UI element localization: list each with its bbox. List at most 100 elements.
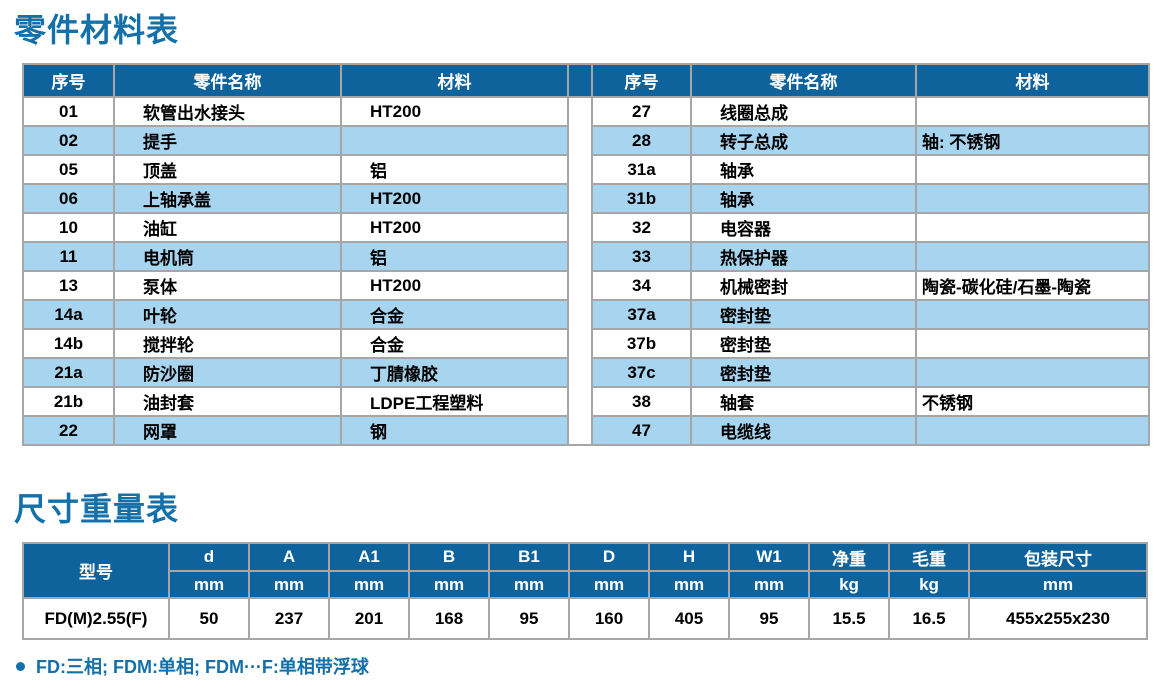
dim-value: 201 [328,597,410,640]
parts-table-row: 06 上轴承盖 HT200 31b 轴承 [22,183,1150,214]
parts-table-row: 13 泵体 HT200 34 机械密封 陶瓷-碳化硅/石墨-陶瓷 [22,270,1150,301]
parts-material-table: 序号 零件名称 材料 序号 零件名称 材料 01 软管出水接头 HT200 27 线圈总… [22,63,1150,446]
dim-value: 160 [568,597,650,640]
part-number: 33 [591,241,692,272]
part-material [915,183,1150,214]
part-material: 不锈钢 [915,386,1150,417]
dim-value: 95 [728,597,810,640]
parts-table-row: 02 提手 28 转子总成 轴: 不锈钢 [22,125,1150,156]
dim-column-unit: mm [728,570,810,599]
part-number: 05 [22,154,115,185]
dims-data-row: FD(M)2.55(F) 50 237 201 168 95 160 405 95 15.5 16… [22,597,1148,640]
part-name: 防沙圈 [113,357,342,388]
dim-value: 50 [168,597,250,640]
part-name: 油缸 [113,212,342,243]
dim-column-unit: mm [968,570,1148,599]
dim-column-label: B1 [488,542,570,572]
part-material: 丁腈橡胶 [340,357,569,388]
gap-column-header [567,63,593,98]
dim-column-label: 包装尺寸 [968,542,1148,572]
part-name: 线圈总成 [690,96,917,127]
part-name: 热保护器 [690,241,917,272]
part-number: 06 [22,183,115,214]
part-number: 21b [22,386,115,417]
part-name: 电机筒 [113,241,342,272]
part-number: 10 [22,212,115,243]
part-material [915,96,1150,127]
part-number: 27 [591,96,692,127]
part-number: 47 [591,415,692,446]
parts-material-table-title: 零件材料表 [14,12,180,48]
dim-column-unit: kg [808,570,890,599]
part-material: 轴: 不锈钢 [915,125,1150,156]
dim-value: 237 [248,597,330,640]
part-name: 轴承 [690,183,917,214]
part-name: 网罩 [113,415,342,446]
dim-value: 15.5 [808,597,890,640]
dim-column-unit: mm [248,570,330,599]
part-number: 14a [22,299,115,330]
dim-column-label: D [568,542,650,572]
part-material [915,357,1150,388]
table-gap-spacer [567,96,593,446]
dim-column-unit: mm [408,570,490,599]
part-material [915,328,1150,359]
dim-column-unit: kg [888,570,970,599]
part-number: 38 [591,386,692,417]
part-material [340,125,569,156]
part-material: HT200 [340,270,569,301]
part-name: 密封垫 [690,299,917,330]
part-material [915,154,1150,185]
dim-value: 16.5 [888,597,970,640]
dim-column-label: A1 [328,542,410,572]
header-serial-left: 序号 [22,63,115,98]
dimensions-weight-table: 型号 d A A1 B B1 D H W1 净重 毛重 包装尺寸 mm mm mm mm mm mm mm mm k… [22,542,1148,640]
part-name: 软管出水接头 [113,96,342,127]
part-number: 28 [591,125,692,156]
part-name: 转子总成 [690,125,917,156]
dim-column-unit: mm [168,570,250,599]
part-number: 13 [22,270,115,301]
parts-table-row: 21a 防沙圈 丁腈橡胶 37c 密封垫 [22,357,1150,388]
part-material: 合金 [340,299,569,330]
parts-table-row: 05 顶盖铝 31a 轴承 [22,154,1150,185]
part-name: 轴承 [690,154,917,185]
parts-table-row: 10 油缸 HT200 32 电容器 [22,212,1150,243]
dim-column-label: 毛重 [888,542,970,572]
part-name: 密封垫 [690,357,917,388]
part-number: 31a [591,154,692,185]
part-material [915,212,1150,243]
part-number: 02 [22,125,115,156]
part-material: 陶瓷-碳化硅/石墨-陶瓷 [915,270,1150,301]
part-material: 合金 [340,328,569,359]
part-material: HT200 [340,96,569,127]
part-material: 铝 [340,154,569,185]
parts-table-header-row: 序号 零件名称 材料 序号 零件名称 材料 [22,63,1150,98]
part-name: 电缆线 [690,415,917,446]
model-cell: FD(M)2.55(F) [22,597,170,640]
header-material-right: 材料 [915,63,1150,98]
dim-column-unit: mm [328,570,410,599]
part-number: 22 [22,415,115,446]
part-number: 01 [22,96,115,127]
part-name: 上轴承盖 [113,183,342,214]
part-number: 32 [591,212,692,243]
part-number: 34 [591,270,692,301]
part-name: 密封垫 [690,328,917,359]
part-number: 37c [591,357,692,388]
dimensions-weight-table-title: 尺寸重量表 [14,491,180,527]
parts-table-row: 14a 叶轮 合金 37a 密封垫 [22,299,1150,330]
part-name: 泵体 [113,270,342,301]
part-material [915,299,1150,330]
part-material: 钢 [340,415,569,446]
footnote-text: FD:三相; FDM:单相; FDM···F:单相带浮球 [36,657,369,677]
parts-table-row: 21b 油封套 LDPE工程塑料 38 轴套 不锈钢 [22,386,1150,417]
dim-column-label: d [168,542,250,572]
dim-column-label: B [408,542,490,572]
part-number: 11 [22,241,115,272]
part-name: 提手 [113,125,342,156]
dim-value: 405 [648,597,730,640]
parts-table-row: 14b 搅拌轮 合金 37b 密封垫 [22,328,1150,359]
part-number: 14b [22,328,115,359]
